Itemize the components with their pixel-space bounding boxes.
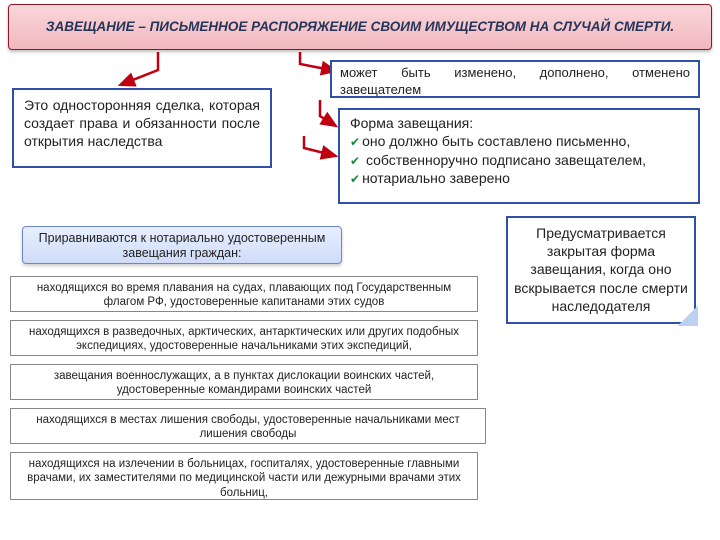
list-item: завещания военнослужащих, а в пунктах ди… bbox=[10, 364, 478, 400]
list-item: находящихся на излечении в больницах, го… bbox=[10, 452, 478, 500]
list-item-text: находящихся в местах лишения свободы, уд… bbox=[36, 414, 460, 440]
form-list: оно должно быть составлено письменно, со… bbox=[350, 132, 688, 188]
subtitle-text: Приравниваются к нотариально удостоверен… bbox=[39, 231, 326, 260]
definition-box: Это односторонняя сделка, которая создае… bbox=[12, 88, 272, 168]
title-bar: ЗАВЕЩАНИЕ – ПИСЬМЕННОЕ РАСПОРЯЖЕНИЕ СВОИ… bbox=[8, 4, 712, 50]
list-item-text: завещания военнослужащих, а в пунктах ди… bbox=[54, 370, 434, 396]
change-note-text: может быть изменено, дополнено, отменено… bbox=[340, 65, 690, 97]
form-box: Форма завещания: оно должно быть составл… bbox=[338, 108, 700, 204]
list-item-text: находящихся на излечении в больницах, го… bbox=[27, 458, 461, 499]
form-item: собственноручно подписано завещателем, bbox=[350, 151, 688, 170]
closed-form-box: Предусматривается закрытая форма завещан… bbox=[506, 216, 696, 324]
closed-form-text: Предусматривается закрытая форма завещан… bbox=[514, 225, 688, 314]
list-item: находящихся в разведочных, арктических, … bbox=[10, 320, 478, 356]
definition-text: Это односторонняя сделка, которая создае… bbox=[24, 97, 260, 149]
list-item: находящихся в местах лишения свободы, уд… bbox=[10, 408, 486, 444]
subtitle-box: Приравниваются к нотариально удостоверен… bbox=[22, 226, 342, 264]
list-item: находящихся во время плавания на судах, … bbox=[10, 276, 478, 312]
title-text: ЗАВЕЩАНИЕ – ПИСЬМЕННОЕ РАСПОРЯЖЕНИЕ СВОИ… bbox=[46, 19, 674, 36]
list-item-text: находящихся в разведочных, арктических, … bbox=[29, 326, 459, 352]
form-item: оно должно быть составлено письменно, bbox=[350, 132, 688, 151]
form-item: нотариально заверено bbox=[350, 169, 688, 188]
form-heading: Форма завещания: bbox=[350, 114, 688, 132]
list-item-text: находящихся во время плавания на судах, … bbox=[37, 282, 451, 308]
change-note-box: может быть изменено, дополнено, отменено… bbox=[330, 60, 700, 98]
